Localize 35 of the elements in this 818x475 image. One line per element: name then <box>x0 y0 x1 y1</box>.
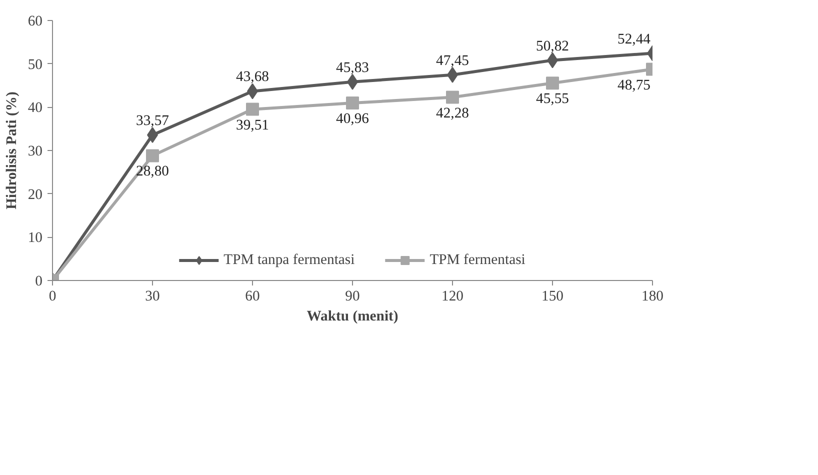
point <box>546 76 559 90</box>
data-label: 39,51 <box>236 117 269 134</box>
data-label: 45,83 <box>336 60 369 76</box>
point <box>146 149 159 162</box>
x-tick-label: 180 <box>642 288 664 304</box>
point <box>446 90 459 104</box>
legend-label: TPM tanpa fermentasi <box>224 252 355 268</box>
y-tick-label: 30 <box>28 144 42 160</box>
point <box>346 96 359 110</box>
x-tick-label: 120 <box>442 288 464 304</box>
data-label: 43,68 <box>236 69 269 86</box>
x-axis-title: Waktu (menit) <box>306 308 398 324</box>
y-tick-label: 40 <box>28 100 42 116</box>
y-tick-label: 0 <box>35 274 42 290</box>
data-label: 33,57 <box>136 113 169 130</box>
point <box>246 102 259 116</box>
data-label: 52,44 <box>618 31 652 48</box>
y-tick-label: 20 <box>28 186 42 203</box>
data-label: 48,75 <box>618 77 651 94</box>
legend-label: TPM fermentasi <box>430 252 526 268</box>
y-tick-label: 60 <box>28 14 42 30</box>
y-axis-title: Hidrolisis Pati (%) <box>4 91 20 210</box>
x-tick-label: 0 <box>48 288 56 304</box>
data-label: 50,82 <box>536 38 569 54</box>
x-tick-label: 60 <box>245 288 260 304</box>
x-tick-label: 30 <box>145 288 160 304</box>
x-tick-label: 150 <box>542 288 564 304</box>
y-tick-label: 50 <box>28 56 42 73</box>
data-label: 47,45 <box>436 52 469 69</box>
y-tick-label: 10 <box>28 230 42 246</box>
x-tick-label: 90 <box>345 288 360 304</box>
data-label: 40,96 <box>336 111 369 128</box>
data-label: 42,28 <box>436 105 469 122</box>
data-label: 45,55 <box>536 91 569 108</box>
data-label: 28,80 <box>136 164 169 180</box>
